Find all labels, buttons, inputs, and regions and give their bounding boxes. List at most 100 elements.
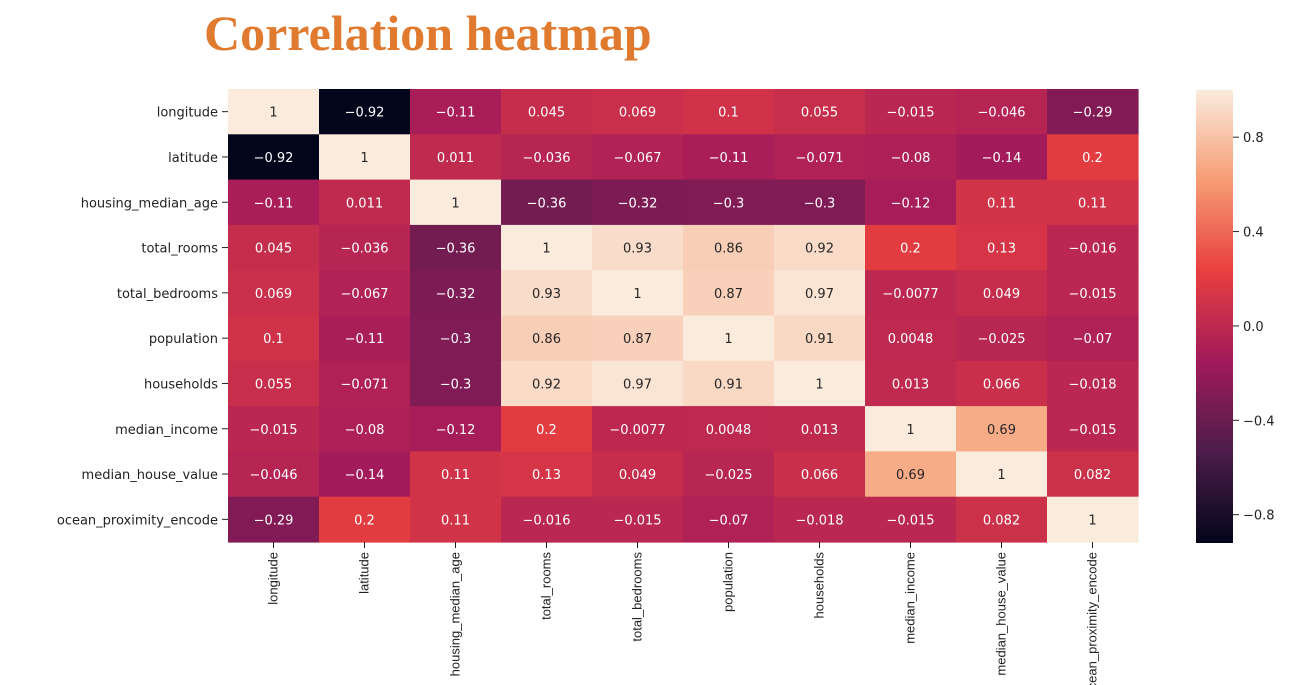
heatmap-cell: [1047, 360, 1139, 407]
heatmap-cell: [774, 406, 866, 452]
heatmap-cell: [683, 89, 775, 135]
heatmap-cell: [774, 89, 866, 135]
column-label: population: [721, 552, 736, 612]
column-label: median_house_value: [994, 552, 1009, 676]
cell-value-label: 0.87: [714, 287, 743, 302]
cell-value-label: −0.11: [345, 332, 385, 347]
heatmap-cell: [1047, 134, 1139, 181]
cell-value-label: 0.93: [623, 242, 652, 257]
cell-value-label: 0.011: [437, 151, 474, 166]
heatmap-cell: [228, 224, 320, 271]
heatmap-cell: [956, 406, 1048, 452]
cell-value-label: −0.036: [340, 242, 388, 257]
cell-value-label: 0.11: [1078, 196, 1107, 211]
cell-value-label: −0.3: [713, 196, 745, 211]
heatmap-cell: [774, 270, 866, 317]
heatmap-cell: [956, 451, 1048, 498]
cell-value-label: 1: [269, 106, 277, 121]
heatmap-cell: [592, 270, 684, 317]
cell-value-label: −0.015: [886, 106, 934, 121]
heatmap-cell: [410, 179, 502, 226]
cell-value-label: −0.018: [1068, 377, 1116, 392]
cell-value-label: −0.08: [891, 151, 931, 166]
cell-value-label: −0.046: [977, 106, 1025, 121]
cell-value-label: −0.025: [704, 468, 752, 483]
heatmap-cell: [774, 315, 866, 362]
heatmap-cell: [865, 224, 957, 271]
cell-value-label: −0.015: [613, 513, 661, 528]
heatmap-cell: [683, 360, 775, 407]
heatmap-cell: [228, 179, 320, 226]
cell-value-label: 0.013: [892, 377, 929, 392]
cell-value-label: −0.3: [804, 196, 836, 211]
colorbar-tick-label: −0.4: [1243, 414, 1275, 429]
heatmap-cell: [956, 270, 1048, 317]
heatmap-cell: [319, 451, 411, 498]
heatmap-cell: [228, 134, 320, 181]
colorbar-tick-label: 0.4: [1243, 226, 1264, 241]
colorbar: 0.8 0.4 0.0 −0.4 −0.8: [1196, 90, 1275, 543]
heatmap-cell: [865, 315, 957, 362]
heatmap-cell: [319, 270, 411, 317]
cell-value-label: −0.29: [1073, 106, 1113, 121]
heatmap-cell: [865, 179, 957, 226]
row-label: total_bedrooms: [117, 287, 218, 302]
heatmap-cell: [1047, 224, 1139, 271]
cell-value-label: −0.29: [254, 513, 294, 528]
cell-value-label: −0.11: [436, 106, 476, 121]
row-label: latitude: [168, 151, 218, 166]
cell-value-label: −0.3: [440, 332, 472, 347]
cell-value-label: −0.92: [254, 151, 294, 166]
cell-value-label: 0.97: [623, 377, 652, 392]
cell-value-label: −0.036: [522, 151, 570, 166]
heatmap-cell: [228, 270, 320, 317]
heatmap-cell: [683, 451, 775, 498]
heatmap-cell: [501, 270, 593, 317]
heatmap-cell: [410, 451, 502, 498]
cell-value-label: −0.025: [977, 332, 1025, 347]
cell-value-label: 0.92: [805, 242, 834, 257]
heatmap-cell: [865, 496, 957, 543]
cell-value-label: −0.071: [795, 151, 843, 166]
cell-value-label: 0.2: [900, 242, 921, 257]
heatmap-cell: [501, 360, 593, 407]
heatmap-cell: [592, 451, 684, 498]
heatmap-cell: [592, 496, 684, 543]
cell-value-label: −0.016: [1068, 242, 1116, 257]
cell-value-label: 0.2: [536, 423, 557, 438]
cell-value-label: 0.86: [532, 332, 561, 347]
heatmap-cell: [774, 451, 866, 498]
heatmap-cell: [865, 360, 957, 407]
heatmap-cell: [1047, 496, 1139, 543]
cell-value-label: 0.2: [1082, 151, 1103, 166]
cell-value-label: −0.12: [436, 423, 476, 438]
heatmap-cell: [501, 224, 593, 271]
heatmap-cell: [1047, 315, 1139, 362]
heatmap-cell: [592, 406, 684, 452]
cell-value-label: 0.055: [255, 377, 292, 392]
cell-value-label: 1: [1088, 513, 1096, 528]
row-label: median_income: [115, 423, 218, 438]
heatmap-cell: [683, 315, 775, 362]
cell-value-label: 0.1: [263, 332, 284, 347]
heatmap-cell: [410, 360, 502, 407]
heatmap-cell: [319, 224, 411, 271]
cell-value-label: −0.36: [527, 196, 567, 211]
heatmap-cell: [592, 315, 684, 362]
cell-value-label: −0.07: [709, 513, 749, 528]
cell-value-label: −0.018: [795, 513, 843, 528]
cell-value-label: −0.015: [886, 513, 934, 528]
heatmap-cell: [683, 224, 775, 271]
heatmap-cell: [1047, 270, 1139, 317]
cell-value-label: 1: [542, 242, 550, 257]
cell-value-label: −0.32: [436, 287, 476, 302]
cell-value-label: 0.0048: [888, 332, 934, 347]
heatmap-cell: [501, 496, 593, 543]
cell-value-label: −0.071: [340, 377, 388, 392]
page-title: Correlation heatmap: [204, 5, 652, 61]
cell-value-label: 0.13: [987, 242, 1016, 257]
cell-value-label: 0.011: [346, 196, 383, 211]
heatmap-cell: [319, 406, 411, 452]
heatmap-cell: [228, 406, 320, 452]
